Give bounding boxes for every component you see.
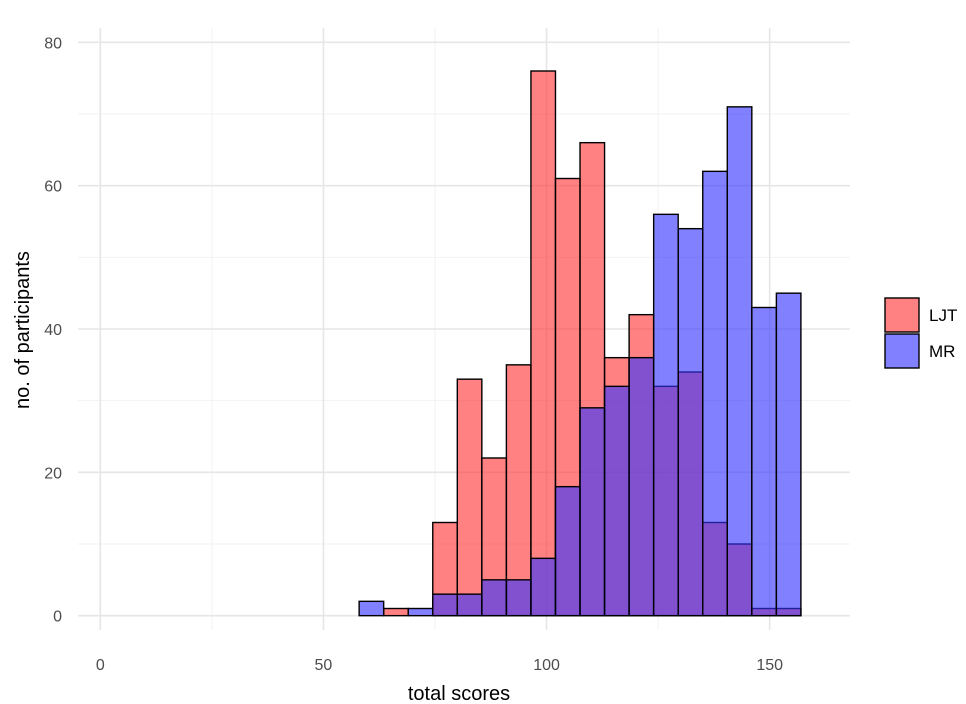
y-axis-title: no. of participants xyxy=(12,251,34,409)
bar-mr xyxy=(775,292,802,617)
bar-mr xyxy=(358,600,385,617)
bar-mr xyxy=(751,306,778,617)
bar-mr xyxy=(652,213,679,617)
legend-key-ljt xyxy=(884,297,920,333)
bar-mr xyxy=(726,106,753,617)
series-mr-bars xyxy=(358,106,802,617)
y-tick-label: 60 xyxy=(44,179,62,196)
bar-mr xyxy=(456,593,483,617)
x-tick-label: 50 xyxy=(315,657,333,674)
legend-label-ljt: LJT xyxy=(929,306,957,325)
x-tick-label: 150 xyxy=(756,657,783,674)
bar-mr xyxy=(530,557,557,617)
y-tick-label: 40 xyxy=(44,322,62,339)
bar-mr xyxy=(579,407,606,617)
y-tick-label: 20 xyxy=(44,465,62,482)
bar-ljt xyxy=(382,607,409,617)
x-tick-label: 0 xyxy=(96,657,105,674)
x-tick-label: 100 xyxy=(533,657,560,674)
bar-mr xyxy=(407,607,434,617)
legend-label-mr: MR xyxy=(929,342,955,361)
bar-mr xyxy=(481,579,508,617)
legend-key-mr xyxy=(884,333,920,369)
x-axis-title: total scores xyxy=(408,683,510,704)
bar-ljt xyxy=(505,364,532,617)
y-tick-label: 0 xyxy=(53,609,62,626)
bar-ljt xyxy=(530,70,557,617)
bar-mr xyxy=(432,593,459,617)
bar-ljt xyxy=(456,378,483,617)
bar-mr xyxy=(677,227,704,617)
bar-mr xyxy=(702,170,728,617)
bar-mr xyxy=(628,356,655,617)
axis-ticks: 0 50 100 150 0 20 40 60 80 xyxy=(44,35,783,674)
y-tick-label: 80 xyxy=(44,35,62,52)
bar-mr xyxy=(603,385,630,617)
legend: LJT MR xyxy=(884,297,957,369)
bar-mr xyxy=(505,579,532,617)
bar-mr xyxy=(554,485,581,617)
